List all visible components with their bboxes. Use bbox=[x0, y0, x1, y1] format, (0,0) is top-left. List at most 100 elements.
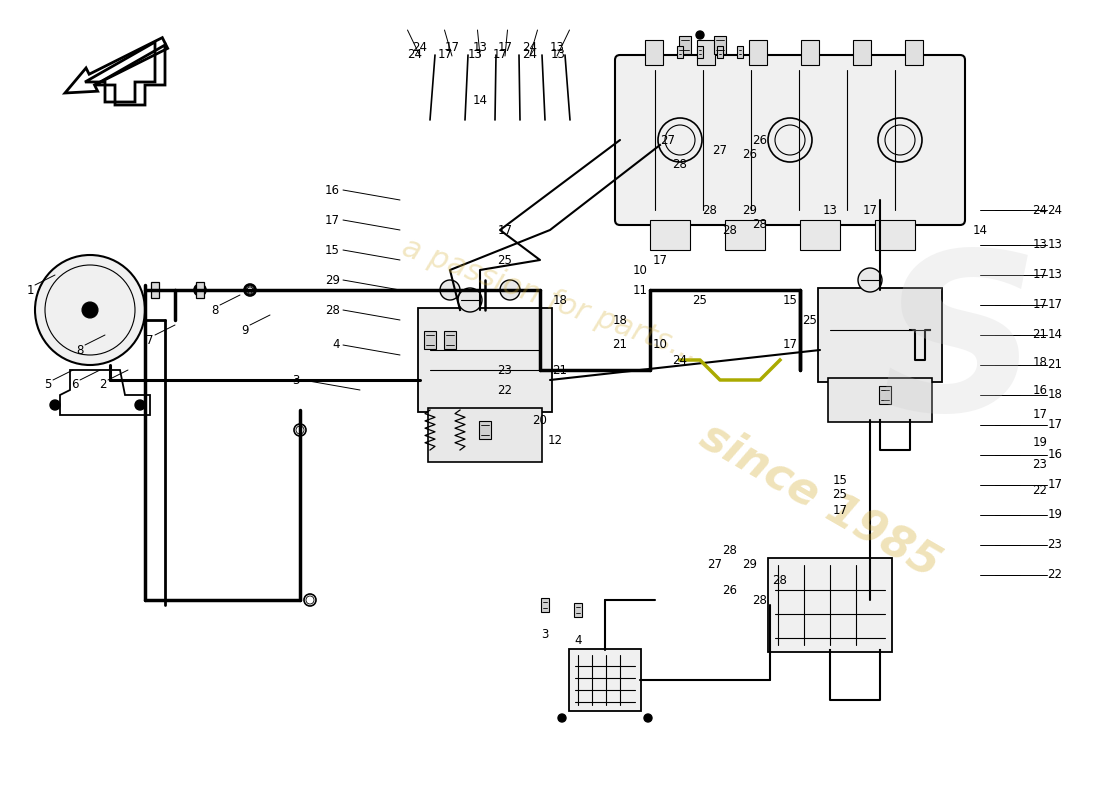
Text: 28: 28 bbox=[723, 223, 737, 237]
Circle shape bbox=[558, 714, 566, 722]
Text: S: S bbox=[880, 243, 1041, 457]
Circle shape bbox=[458, 288, 482, 312]
Text: since 1985: since 1985 bbox=[693, 414, 947, 586]
Text: 17: 17 bbox=[1033, 269, 1047, 282]
Text: 20: 20 bbox=[532, 414, 548, 426]
Text: 3: 3 bbox=[541, 629, 549, 642]
Text: 27: 27 bbox=[713, 143, 727, 157]
Text: 17: 17 bbox=[493, 49, 507, 62]
Bar bbox=[196, 282, 204, 298]
Text: 17: 17 bbox=[497, 41, 513, 54]
Text: 8: 8 bbox=[76, 343, 84, 357]
Text: 28: 28 bbox=[772, 574, 788, 586]
Text: 25: 25 bbox=[803, 314, 817, 326]
Text: 12: 12 bbox=[548, 434, 562, 446]
Text: 22: 22 bbox=[1033, 483, 1047, 497]
Bar bbox=[541, 598, 549, 612]
Text: 25: 25 bbox=[497, 254, 513, 266]
Text: 13: 13 bbox=[1047, 238, 1063, 251]
Bar bbox=[574, 603, 582, 617]
Bar bbox=[879, 386, 891, 404]
Text: 22: 22 bbox=[1047, 569, 1063, 582]
Text: 14: 14 bbox=[1047, 329, 1063, 342]
Text: 28: 28 bbox=[752, 218, 768, 231]
Text: 24: 24 bbox=[407, 49, 422, 62]
Text: 24: 24 bbox=[1033, 203, 1047, 217]
Text: 17: 17 bbox=[497, 223, 513, 237]
Text: 22: 22 bbox=[497, 383, 513, 397]
Text: 26: 26 bbox=[723, 583, 737, 597]
Circle shape bbox=[696, 31, 704, 39]
Text: 19: 19 bbox=[1033, 435, 1047, 449]
FancyBboxPatch shape bbox=[768, 558, 892, 652]
Text: 9: 9 bbox=[241, 323, 249, 337]
Text: 17: 17 bbox=[1047, 418, 1063, 431]
Text: 27: 27 bbox=[707, 558, 723, 571]
Text: 23: 23 bbox=[1033, 458, 1047, 471]
Text: 17: 17 bbox=[1047, 478, 1063, 491]
Text: 17: 17 bbox=[833, 503, 847, 517]
Circle shape bbox=[500, 280, 520, 300]
Text: 14: 14 bbox=[972, 223, 988, 237]
Text: 15: 15 bbox=[833, 474, 847, 486]
Text: 27: 27 bbox=[660, 134, 675, 146]
Text: 28: 28 bbox=[723, 543, 737, 557]
Text: 14: 14 bbox=[473, 94, 487, 106]
Text: 15: 15 bbox=[326, 243, 340, 257]
FancyBboxPatch shape bbox=[569, 649, 641, 711]
Bar bbox=[679, 36, 691, 54]
Text: 24: 24 bbox=[412, 41, 428, 54]
Text: 8: 8 bbox=[211, 303, 219, 317]
Text: 18: 18 bbox=[552, 294, 568, 306]
Text: 28: 28 bbox=[703, 203, 717, 217]
FancyBboxPatch shape bbox=[418, 308, 552, 412]
Text: 28: 28 bbox=[326, 303, 340, 317]
Text: a passion for parts...: a passion for parts... bbox=[397, 233, 703, 367]
Text: 28: 28 bbox=[672, 158, 688, 171]
Text: 26: 26 bbox=[742, 149, 758, 162]
Text: 13: 13 bbox=[550, 41, 564, 54]
Text: 17: 17 bbox=[862, 203, 878, 217]
Bar bbox=[801, 40, 820, 65]
Text: 15: 15 bbox=[782, 294, 797, 306]
FancyBboxPatch shape bbox=[818, 288, 942, 382]
Text: 18: 18 bbox=[1033, 355, 1047, 369]
Text: 17: 17 bbox=[438, 49, 452, 62]
Text: 6: 6 bbox=[72, 378, 79, 391]
Text: 16: 16 bbox=[1047, 449, 1063, 462]
Text: 13: 13 bbox=[823, 203, 837, 217]
Bar bbox=[424, 331, 436, 349]
Text: 10: 10 bbox=[632, 263, 648, 277]
Text: 29: 29 bbox=[742, 203, 758, 217]
Text: 24: 24 bbox=[1047, 203, 1063, 217]
Text: 24: 24 bbox=[672, 354, 688, 366]
Text: 10: 10 bbox=[652, 338, 668, 351]
Circle shape bbox=[35, 255, 145, 365]
Text: 17: 17 bbox=[652, 254, 668, 266]
Bar bbox=[676, 46, 683, 58]
Text: 23: 23 bbox=[497, 363, 513, 377]
Text: 26: 26 bbox=[752, 134, 768, 146]
Bar bbox=[874, 220, 915, 250]
Text: 1: 1 bbox=[26, 283, 34, 297]
Text: 23: 23 bbox=[1047, 538, 1063, 551]
Bar bbox=[714, 36, 726, 54]
Text: 21: 21 bbox=[1047, 358, 1063, 371]
Circle shape bbox=[50, 400, 60, 410]
Bar bbox=[749, 40, 767, 65]
Bar bbox=[717, 46, 723, 58]
Text: 21: 21 bbox=[1033, 329, 1047, 342]
Circle shape bbox=[440, 280, 460, 300]
Text: 25: 25 bbox=[693, 294, 707, 306]
Text: 17: 17 bbox=[1047, 298, 1063, 311]
Text: 17: 17 bbox=[1033, 409, 1047, 422]
Text: 13: 13 bbox=[473, 41, 487, 54]
Text: 17: 17 bbox=[444, 41, 460, 54]
Text: 13: 13 bbox=[1033, 238, 1047, 251]
FancyBboxPatch shape bbox=[428, 408, 542, 462]
FancyBboxPatch shape bbox=[615, 55, 965, 225]
Text: 13: 13 bbox=[551, 49, 565, 62]
Text: 28: 28 bbox=[752, 594, 768, 606]
Text: 21: 21 bbox=[613, 338, 627, 351]
Bar bbox=[737, 46, 742, 58]
